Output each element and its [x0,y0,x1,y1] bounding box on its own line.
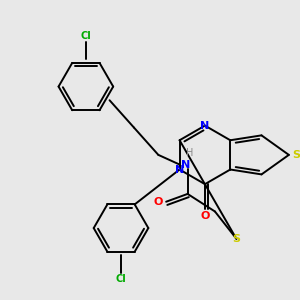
Text: Cl: Cl [116,274,126,284]
Text: S: S [232,234,240,244]
Text: O: O [200,211,210,220]
Text: S: S [293,150,300,160]
Text: N: N [200,121,210,130]
Text: O: O [154,197,163,207]
Text: N: N [175,164,184,175]
Text: Cl: Cl [80,31,91,41]
Text: H: H [186,148,193,158]
Text: N: N [181,160,190,170]
